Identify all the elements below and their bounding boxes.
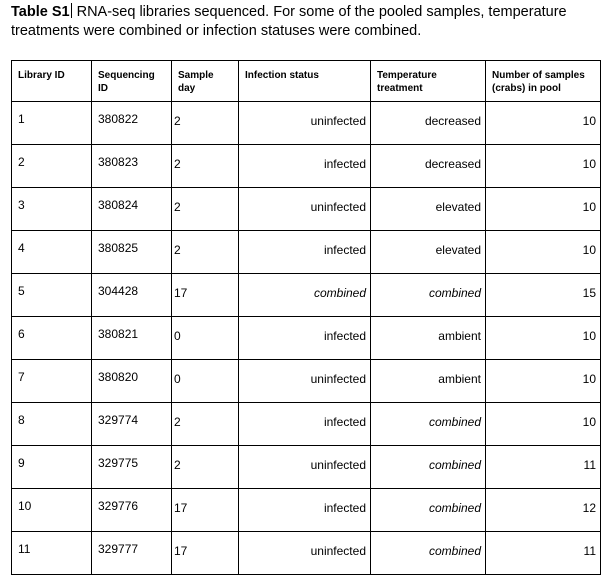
- cell-sample-day: 2: [171, 230, 239, 274]
- cell-temperature: combined: [370, 273, 486, 317]
- table-row: 3 380824 2 uninfected elevated 10: [11, 187, 601, 231]
- cell-n-samples: 12: [485, 488, 601, 532]
- header-sequencing-id: Sequencing ID: [91, 60, 172, 102]
- cell-infection-status: infected: [238, 488, 371, 532]
- header-library-id: Library ID: [11, 60, 92, 102]
- cell-library-id: 4: [11, 230, 92, 274]
- table-caption: Table S1 RNA-seq libraries sequenced. Fo…: [11, 3, 611, 41]
- cell-temperature: combined: [370, 488, 486, 532]
- header-number-of-samples: Number of samples (crabs) in pool: [485, 60, 601, 102]
- table-row: 11 329777 17 uninfected combined 11: [11, 531, 601, 575]
- cell-n-samples: 11: [485, 531, 601, 575]
- cell-temperature: elevated: [370, 187, 486, 231]
- cell-sample-day: 17: [171, 273, 239, 317]
- table-label: Table S1: [11, 4, 70, 20]
- cell-library-id: 2: [11, 144, 92, 188]
- table-row: 8 329774 2 infected combined 10: [11, 402, 601, 446]
- cell-temperature: ambient: [370, 316, 486, 360]
- table-row: 6 380821 0 infected ambient 10: [11, 316, 601, 360]
- cell-library-id: 3: [11, 187, 92, 231]
- header-temperature-treatment: Temperature treatment: [370, 60, 486, 102]
- cell-library-id: 6: [11, 316, 92, 360]
- text-cursor: [70, 3, 72, 18]
- cell-temperature: combined: [370, 402, 486, 446]
- cell-infection-status: uninfected: [238, 531, 371, 575]
- cell-sequencing-id: 329776: [91, 488, 172, 532]
- cell-library-id: 7: [11, 359, 92, 403]
- table-row: 5 304428 17 combined combined 15: [11, 273, 601, 317]
- cell-temperature: ambient: [370, 359, 486, 403]
- cell-sample-day: 2: [171, 445, 239, 489]
- cell-n-samples: 11: [485, 445, 601, 489]
- cell-n-samples: 10: [485, 402, 601, 446]
- cell-sequencing-id: 380822: [91, 101, 172, 145]
- cell-library-id: 10: [11, 488, 92, 532]
- table-body: 1 380822 2 uninfected decreased 10 2 380823 2 inf…: [11, 101, 601, 575]
- cell-temperature: decreased: [370, 101, 486, 145]
- cell-sequencing-id: 329775: [91, 445, 172, 489]
- cell-temperature: decreased: [370, 144, 486, 188]
- libraries-table: Library ID Sequencing ID Sample day Infe…: [11, 60, 601, 575]
- cell-sample-day: 2: [171, 101, 239, 145]
- cell-library-id: 9: [11, 445, 92, 489]
- caption-text: RNA-seq libraries sequenced. For some of…: [11, 4, 567, 39]
- cell-sequencing-id: 380823: [91, 144, 172, 188]
- header-sample-day: Sample day: [171, 60, 239, 102]
- cell-n-samples: 10: [485, 187, 601, 231]
- cell-infection-status: uninfected: [238, 359, 371, 403]
- cell-sample-day: 0: [171, 316, 239, 360]
- cell-infection-status: infected: [238, 402, 371, 446]
- cell-sequencing-id: 380821: [91, 316, 172, 360]
- cell-sequencing-id: 380825: [91, 230, 172, 274]
- cell-infection-status: infected: [238, 316, 371, 360]
- cell-infection-status: combined: [238, 273, 371, 317]
- cell-infection-status: uninfected: [238, 445, 371, 489]
- cell-n-samples: 10: [485, 359, 601, 403]
- cell-temperature: elevated: [370, 230, 486, 274]
- table-row: 1 380822 2 uninfected decreased 10: [11, 101, 601, 145]
- cell-sequencing-id: 329774: [91, 402, 172, 446]
- cell-sequencing-id: 380820: [91, 359, 172, 403]
- table-row: 2 380823 2 infected decreased 10: [11, 144, 601, 188]
- cell-sample-day: 2: [171, 144, 239, 188]
- table-row: 4 380825 2 infected elevated 10: [11, 230, 601, 274]
- table-header-row: Library ID Sequencing ID Sample day Infe…: [11, 60, 601, 102]
- cell-n-samples: 10: [485, 316, 601, 360]
- cell-n-samples: 15: [485, 273, 601, 317]
- cell-infection-status: infected: [238, 144, 371, 188]
- cell-infection-status: uninfected: [238, 187, 371, 231]
- cell-sample-day: 17: [171, 531, 239, 575]
- cell-sample-day: 17: [171, 488, 239, 532]
- cell-library-id: 1: [11, 101, 92, 145]
- cell-n-samples: 10: [485, 101, 601, 145]
- header-infection-status: Infection status: [238, 60, 371, 102]
- cell-temperature: combined: [370, 445, 486, 489]
- cell-sample-day: 2: [171, 187, 239, 231]
- cell-sample-day: 0: [171, 359, 239, 403]
- cell-temperature: combined: [370, 531, 486, 575]
- cell-sample-day: 2: [171, 402, 239, 446]
- table-row: 7 380820 0 uninfected ambient 10: [11, 359, 601, 403]
- cell-n-samples: 10: [485, 230, 601, 274]
- cell-infection-status: infected: [238, 230, 371, 274]
- cell-infection-status: uninfected: [238, 101, 371, 145]
- cell-library-id: 8: [11, 402, 92, 446]
- cell-library-id: 11: [11, 531, 92, 575]
- cell-sequencing-id: 304428: [91, 273, 172, 317]
- table-row: 10 329776 17 infected combined 12: [11, 488, 601, 532]
- cell-sequencing-id: 380824: [91, 187, 172, 231]
- cell-sequencing-id: 329777: [91, 531, 172, 575]
- table-row: 9 329775 2 uninfected combined 11: [11, 445, 601, 489]
- cell-n-samples: 10: [485, 144, 601, 188]
- cell-library-id: 5: [11, 273, 92, 317]
